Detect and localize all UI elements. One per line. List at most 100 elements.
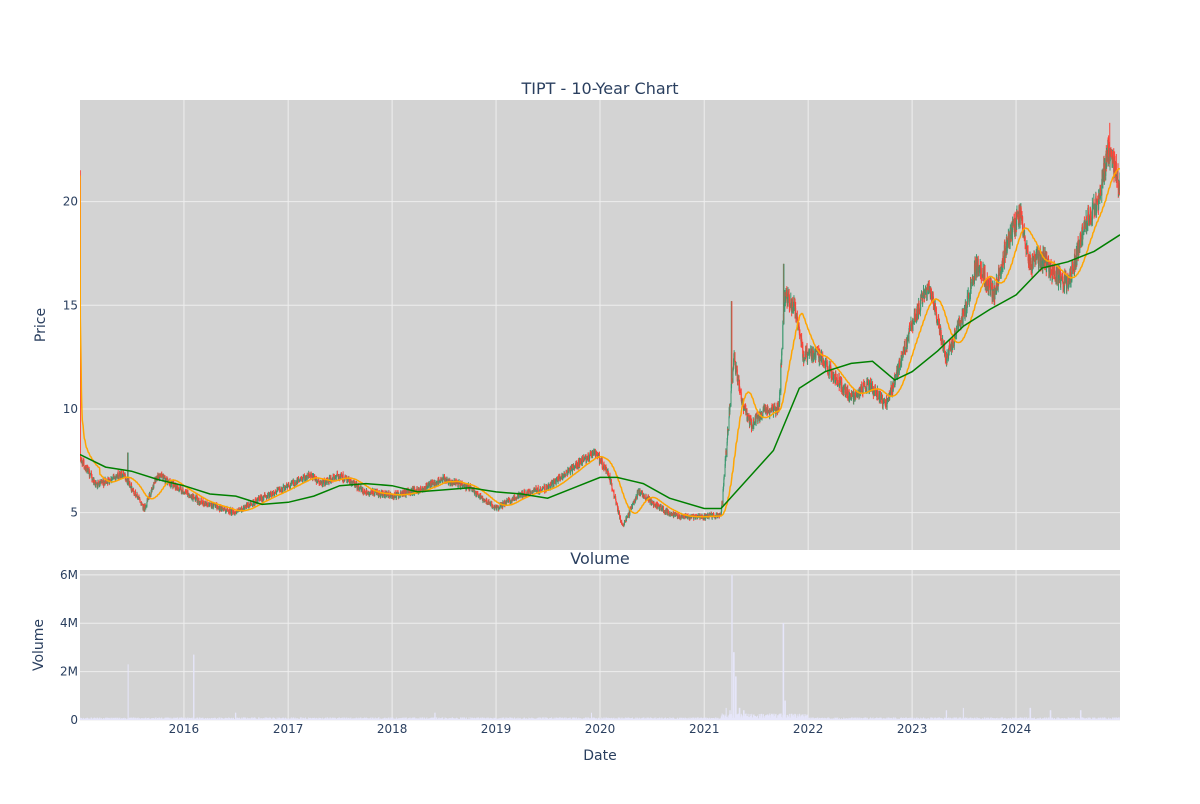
candlestick [724, 474, 725, 479]
candlestick [116, 474, 117, 480]
candle-body [556, 477, 557, 478]
candlestick [624, 520, 625, 526]
candle-body [429, 483, 430, 484]
candle-body [734, 353, 735, 362]
candlestick [233, 510, 234, 514]
candlestick [564, 474, 565, 477]
candlestick [251, 504, 252, 506]
candle-body [666, 509, 667, 510]
candlestick [285, 485, 286, 490]
date-tick-label: 2019 [481, 722, 512, 736]
candlestick [722, 501, 723, 506]
candlestick [736, 362, 737, 372]
candle-body [175, 485, 176, 488]
candlestick [576, 460, 577, 469]
candlestick [162, 474, 163, 478]
candle-body [185, 491, 186, 492]
candle-body [263, 497, 264, 501]
candle-body [407, 490, 408, 494]
candle-body [604, 467, 605, 468]
candle-body [730, 405, 731, 407]
candlestick [133, 488, 134, 491]
candlestick [729, 416, 730, 430]
candlestick [305, 475, 306, 481]
candlestick [484, 500, 485, 502]
candlestick [731, 301, 732, 381]
candle-body [158, 475, 159, 478]
candle-body [514, 497, 515, 499]
candle-body [114, 477, 115, 478]
candlestick [293, 480, 294, 486]
candlestick [205, 503, 206, 506]
candle-body [512, 499, 513, 500]
candle-body [427, 486, 428, 487]
candlestick [642, 491, 643, 498]
candle-body [618, 512, 619, 513]
candlestick [660, 504, 661, 507]
candle-body [207, 505, 208, 506]
candlestick [235, 512, 236, 515]
candlestick [646, 497, 647, 499]
candlestick [602, 467, 603, 470]
candle-body [482, 499, 483, 501]
candlestick [365, 490, 366, 494]
candle-body [231, 509, 232, 510]
candle-body [568, 468, 569, 472]
candle-body [680, 518, 681, 519]
candle-body [343, 474, 344, 481]
candlestick [207, 503, 208, 507]
candlestick [221, 506, 222, 511]
candlestick [144, 504, 145, 512]
date-tick-label: 2020 [585, 722, 616, 736]
candlestick [670, 513, 671, 517]
candlestick [393, 495, 394, 500]
candle-body [569, 468, 570, 470]
candlestick [249, 505, 250, 508]
candle-body [187, 491, 188, 493]
candle-body [612, 490, 613, 491]
candlestick [90, 473, 91, 476]
candlestick [88, 468, 89, 474]
candlestick [720, 512, 721, 515]
candlestick [124, 473, 125, 476]
candle-body [164, 477, 165, 478]
candle-body [406, 490, 407, 492]
candlestick [504, 500, 505, 508]
candlestick [187, 490, 188, 496]
candle-body [217, 506, 218, 508]
candle-body [311, 475, 312, 477]
candlestick [91, 474, 92, 482]
candle-body [443, 477, 444, 480]
candle-body [201, 503, 202, 504]
candle-body [251, 505, 252, 506]
candle-body [140, 500, 141, 503]
candle-body [166, 478, 167, 480]
candle-body [116, 475, 117, 478]
candle-body [660, 506, 661, 507]
candle-body [484, 500, 485, 501]
candle-body [498, 508, 499, 509]
candle-body [588, 455, 589, 460]
candle-body [357, 486, 358, 489]
candle-body [146, 506, 147, 508]
candlestick [542, 488, 543, 490]
candlestick [548, 482, 549, 487]
candlestick [510, 500, 511, 504]
candlestick [351, 481, 352, 487]
candlestick [146, 502, 147, 508]
candle-body [640, 493, 641, 496]
candlestick [229, 508, 230, 515]
candle-body [437, 482, 438, 484]
candle-body [363, 493, 364, 494]
candle-body [650, 499, 651, 500]
candlestick [474, 491, 475, 494]
candlestick [349, 478, 350, 484]
candle-body [197, 500, 198, 503]
date-tick-label: 2022 [793, 722, 824, 736]
candlestick [732, 378, 733, 384]
candlestick [193, 494, 194, 498]
candle-body [353, 481, 354, 482]
candlestick [520, 492, 521, 497]
candle-body [132, 488, 133, 491]
